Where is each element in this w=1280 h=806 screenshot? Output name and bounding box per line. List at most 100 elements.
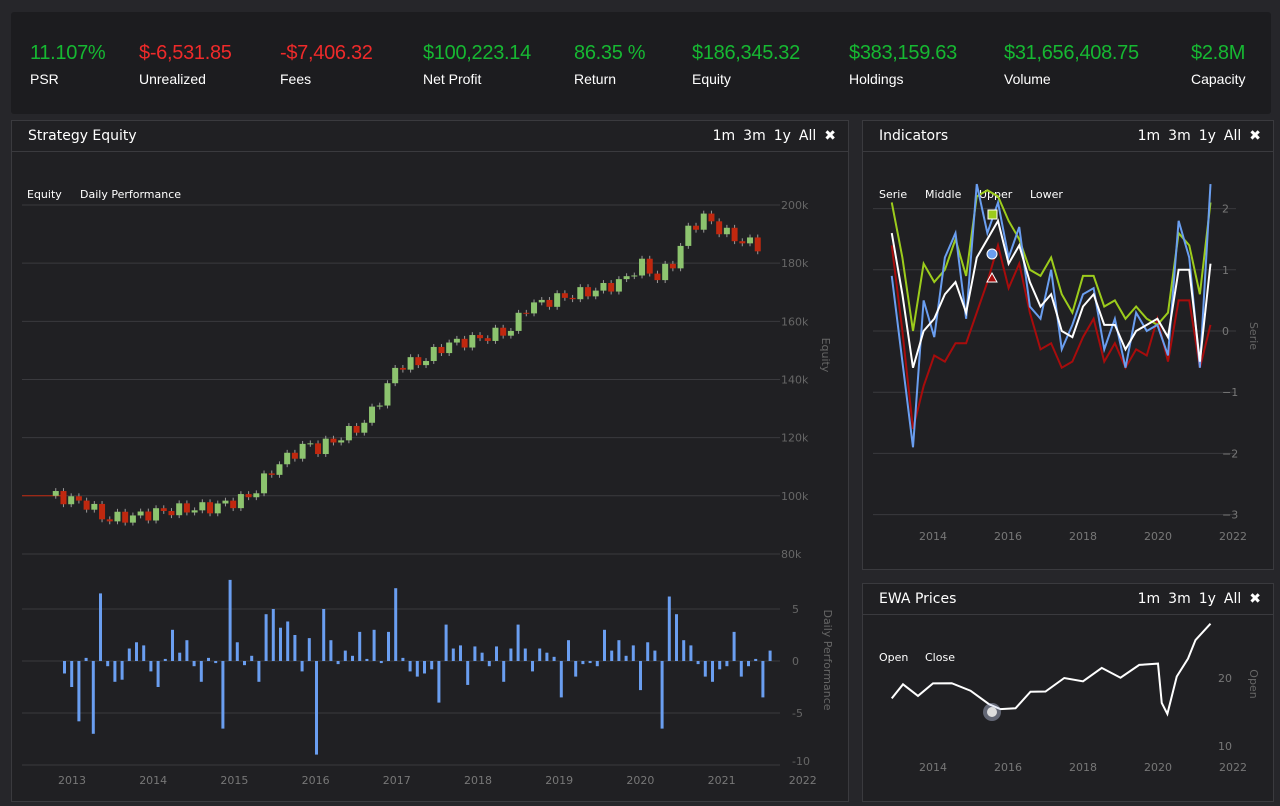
- candle: [747, 237, 754, 244]
- y-tick-label: −2: [1222, 447, 1238, 460]
- performance-bar: [113, 661, 117, 682]
- range-all[interactable]: All: [798, 128, 817, 144]
- price-line: [890, 623, 1212, 717]
- legend-serie: Serie: [879, 188, 907, 201]
- x-tick-label: 2021: [708, 774, 736, 787]
- legend-open: Open: [879, 651, 908, 664]
- stat-equity: $186,345.32 Equity: [692, 42, 800, 87]
- stat-value: $-6,531.85: [139, 42, 232, 64]
- performance-bar: [300, 661, 304, 672]
- candle: [477, 335, 484, 339]
- performance-bar: [358, 631, 362, 661]
- y-tick-label: 0: [792, 655, 799, 668]
- performance-bar: [264, 614, 268, 661]
- candle: [330, 438, 337, 443]
- close-icon[interactable]: ✖: [1249, 591, 1261, 607]
- y-tick-label: 160k: [781, 315, 809, 328]
- candle: [546, 299, 553, 307]
- x-tick-label: 2020: [626, 774, 654, 787]
- performance-bar: [214, 661, 218, 664]
- candle: [222, 500, 229, 504]
- candle: [168, 510, 175, 516]
- legend-middle: Middle: [925, 188, 962, 201]
- range-1m[interactable]: 1m: [712, 128, 736, 144]
- performance-bar: [322, 609, 326, 661]
- candle: [669, 263, 676, 269]
- y-axis-title: Open: [1247, 669, 1260, 698]
- stat-value: $2.8M: [1191, 42, 1246, 64]
- range-1m[interactable]: 1m: [1137, 128, 1161, 144]
- performance-bar: [120, 661, 124, 680]
- performance-bar: [207, 657, 210, 661]
- close-icon[interactable]: ✖: [824, 128, 836, 144]
- stat-holdings: $383,159.63 Holdings: [849, 42, 957, 87]
- range-all[interactable]: All: [1223, 591, 1242, 607]
- candle: [685, 225, 692, 246]
- candle: [731, 227, 738, 242]
- performance-bar: [221, 661, 225, 729]
- close-icon[interactable]: ✖: [1249, 128, 1261, 144]
- candle: [114, 511, 121, 522]
- performance-bar: [639, 661, 642, 691]
- hover-marker: [987, 707, 997, 717]
- candle: [122, 511, 129, 523]
- performance-bar: [495, 646, 498, 661]
- y-tick-label: 1: [1222, 264, 1229, 277]
- candle: [137, 511, 144, 516]
- stat-value: 86.35 %: [574, 42, 646, 64]
- candle: [646, 258, 653, 274]
- candle: [531, 302, 538, 314]
- performance-bar: [279, 627, 282, 661]
- performance-bar: [149, 661, 153, 672]
- stat-label: Net Profit: [423, 71, 482, 87]
- range-1m[interactable]: 1m: [1137, 591, 1161, 607]
- range-3m[interactable]: 3m: [1168, 591, 1191, 607]
- performance-bar: [739, 661, 743, 677]
- strategy-equity-panel: Strategy Equity 1m 3m 1y All ✖: [11, 120, 849, 802]
- performance-bar: [437, 661, 441, 703]
- candle: [507, 330, 514, 336]
- range-1y[interactable]: 1y: [1198, 591, 1216, 607]
- serie-marker: [986, 248, 998, 260]
- performance-bar: [185, 640, 189, 661]
- candle: [693, 225, 700, 230]
- y-tick-label: -5: [792, 707, 803, 720]
- candle: [376, 405, 383, 407]
- performance-bar: [588, 661, 592, 664]
- candle: [176, 503, 183, 516]
- performance-bar: [99, 593, 102, 661]
- range-3m[interactable]: 3m: [1168, 128, 1191, 144]
- series-line-serie: [890, 183, 1212, 448]
- candle: [662, 263, 669, 281]
- candle: [361, 422, 368, 433]
- candle: [538, 299, 545, 303]
- stat-label: Equity: [692, 71, 731, 87]
- range-selector: 1m 3m 1y All ✖: [1130, 128, 1261, 144]
- candle: [446, 342, 453, 354]
- performance-bar: [459, 645, 462, 661]
- candle: [716, 221, 723, 235]
- range-1y[interactable]: 1y: [1198, 128, 1216, 144]
- performance-bar: [135, 642, 138, 661]
- candle: [492, 327, 499, 341]
- candle: [106, 519, 113, 522]
- performance-bar: [531, 661, 534, 672]
- candle: [68, 496, 75, 505]
- y-tick-label: 10: [1218, 740, 1232, 753]
- range-1y[interactable]: 1y: [773, 128, 791, 144]
- performance-bar: [387, 631, 390, 661]
- range-all[interactable]: All: [1223, 128, 1242, 144]
- candle: [160, 508, 167, 511]
- candle: [153, 508, 160, 521]
- candle: [75, 496, 82, 501]
- range-3m[interactable]: 3m: [743, 128, 766, 144]
- stat-value: -$7,406.32: [280, 42, 373, 64]
- performance-bar: [761, 661, 765, 698]
- y-tick-label: 200k: [781, 199, 809, 212]
- performance-bar: [178, 652, 182, 661]
- candle: [407, 357, 414, 370]
- performance-bar: [329, 640, 333, 661]
- y-tick-label: 80k: [781, 548, 802, 561]
- performance-bar: [343, 650, 347, 661]
